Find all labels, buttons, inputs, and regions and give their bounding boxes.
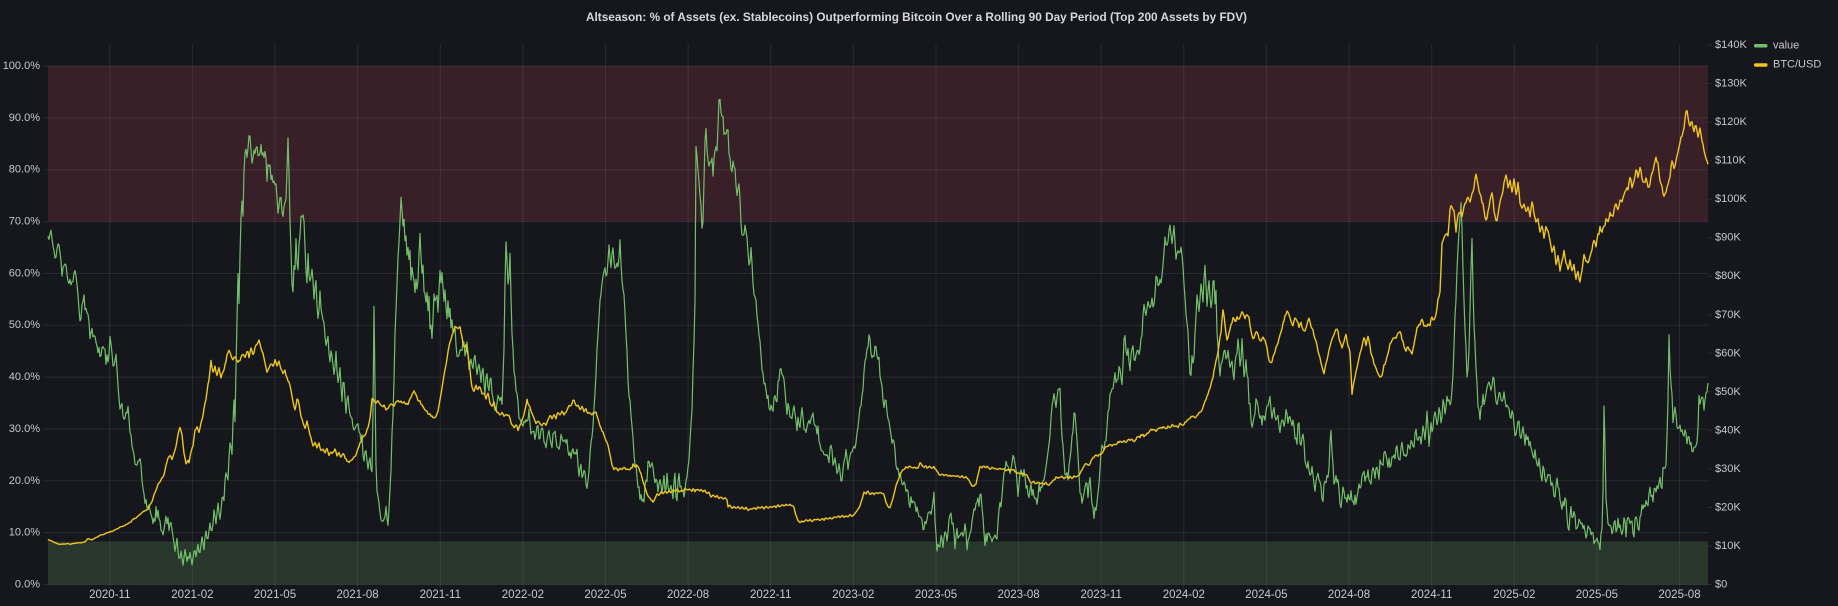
svg-text:2021-08: 2021-08 (336, 589, 378, 601)
svg-text:2021-11: 2021-11 (420, 589, 461, 601)
svg-text:$140K: $140K (1715, 39, 1747, 51)
svg-text:2024-05: 2024-05 (1245, 589, 1287, 601)
svg-text:$0: $0 (1715, 579, 1727, 591)
svg-text:60.0%: 60.0% (9, 267, 40, 279)
svg-text:2020-11: 2020-11 (89, 589, 130, 601)
svg-text:20.0%: 20.0% (9, 475, 40, 487)
svg-text:100.0%: 100.0% (3, 60, 41, 72)
svg-text:$90K: $90K (1715, 232, 1741, 244)
svg-text:$100K: $100K (1715, 193, 1747, 205)
svg-text:$60K: $60K (1715, 347, 1741, 359)
svg-text:2024-11: 2024-11 (1411, 589, 1452, 601)
svg-text:Altseason: % of Assets (ex. St: Altseason: % of Assets (ex. Stablecoins)… (586, 10, 1247, 24)
svg-text:$50K: $50K (1715, 386, 1741, 398)
svg-text:2023-05: 2023-05 (915, 589, 957, 601)
svg-text:$20K: $20K (1715, 501, 1741, 513)
svg-text:30.0%: 30.0% (9, 423, 40, 435)
svg-text:2022-11: 2022-11 (750, 589, 791, 601)
svg-text:2025-05: 2025-05 (1576, 589, 1618, 601)
svg-text:2021-02: 2021-02 (171, 589, 213, 601)
svg-text:$10K: $10K (1715, 540, 1741, 552)
svg-text:80.0%: 80.0% (9, 164, 40, 176)
svg-text:0.0%: 0.0% (15, 579, 40, 591)
svg-text:2022-08: 2022-08 (667, 589, 709, 601)
svg-text:40.0%: 40.0% (9, 371, 40, 383)
svg-text:BTC/USD: BTC/USD (1773, 59, 1821, 71)
svg-text:$80K: $80K (1715, 270, 1741, 282)
svg-text:90.0%: 90.0% (9, 112, 40, 124)
svg-text:2023-02: 2023-02 (832, 589, 874, 601)
svg-text:2022-05: 2022-05 (584, 589, 626, 601)
svg-text:10.0%: 10.0% (9, 527, 40, 539)
svg-text:$70K: $70K (1715, 309, 1741, 321)
svg-text:2024-02: 2024-02 (1163, 589, 1205, 601)
svg-text:2023-08: 2023-08 (997, 589, 1039, 601)
svg-text:$40K: $40K (1715, 424, 1741, 436)
svg-text:2025-08: 2025-08 (1658, 589, 1700, 601)
svg-text:$110K: $110K (1715, 155, 1747, 167)
svg-text:$120K: $120K (1715, 116, 1747, 128)
svg-text:2023-11: 2023-11 (1081, 589, 1122, 601)
svg-text:50.0%: 50.0% (9, 319, 40, 331)
svg-text:$130K: $130K (1715, 78, 1747, 90)
svg-text:2022-02: 2022-02 (502, 589, 544, 601)
svg-text:$30K: $30K (1715, 463, 1741, 475)
svg-text:value: value (1773, 40, 1799, 52)
svg-text:70.0%: 70.0% (9, 216, 40, 228)
svg-text:2024-08: 2024-08 (1328, 589, 1370, 601)
svg-text:2021-05: 2021-05 (254, 589, 296, 601)
svg-text:2025-02: 2025-02 (1493, 589, 1535, 601)
